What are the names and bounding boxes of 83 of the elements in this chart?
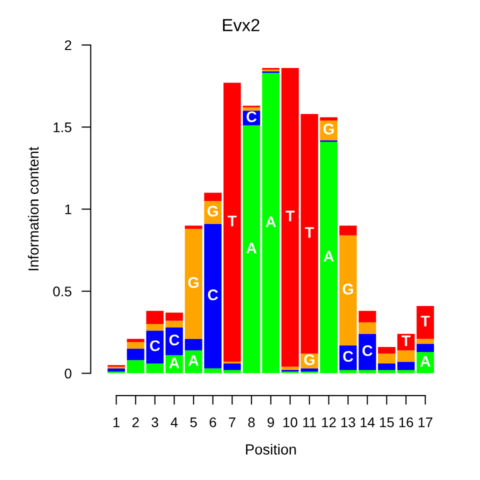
text: T xyxy=(286,210,295,222)
bar xyxy=(166,320,183,328)
bar xyxy=(320,142,338,374)
bar xyxy=(416,338,434,344)
bar xyxy=(204,192,222,201)
series-label: T xyxy=(402,336,410,346)
series-label: A xyxy=(169,358,180,368)
text: C xyxy=(343,350,354,362)
bar xyxy=(166,312,183,321)
chart-title: Evx2 xyxy=(223,18,260,32)
bar xyxy=(166,327,183,356)
bar xyxy=(223,82,241,362)
text: G xyxy=(323,124,334,134)
bar xyxy=(416,306,434,339)
x-tick-label: 17 xyxy=(418,418,432,428)
bar xyxy=(339,226,357,236)
bar xyxy=(204,368,222,374)
x-tick-label: 3 xyxy=(152,417,158,428)
bar xyxy=(339,235,357,346)
bar xyxy=(108,368,125,372)
x-tick-label: 6 xyxy=(210,417,216,428)
text: T xyxy=(228,216,237,226)
x-tick-label: 8 xyxy=(248,417,255,428)
text: A xyxy=(188,355,199,366)
text: C xyxy=(208,289,218,300)
bar xyxy=(204,224,222,368)
bar xyxy=(358,310,376,322)
bar xyxy=(378,347,396,354)
bar xyxy=(397,362,415,370)
bar xyxy=(358,370,376,374)
x-tick-label: 1 xyxy=(113,418,120,428)
text: G xyxy=(208,206,218,217)
bar xyxy=(358,322,376,334)
text: A xyxy=(266,216,276,228)
bar xyxy=(146,324,164,331)
series-label: C xyxy=(246,111,257,122)
x-axis-title: Position xyxy=(246,444,296,455)
text: C xyxy=(362,345,372,356)
x-tick-label: 9 xyxy=(268,417,274,428)
bar xyxy=(416,344,434,352)
x-tick-label: 16 xyxy=(399,417,414,428)
x-tick-label: 14 xyxy=(360,418,375,428)
bar xyxy=(378,354,396,364)
bar xyxy=(378,370,396,374)
bar xyxy=(223,370,241,374)
text: C xyxy=(169,334,180,346)
x-tick-label: 11 xyxy=(303,418,316,428)
text: A xyxy=(246,242,257,254)
y-tick-label: 1.5 xyxy=(54,122,72,132)
text: A xyxy=(420,356,430,367)
y-tick-label: 0 xyxy=(64,368,72,378)
series-label: G xyxy=(304,354,314,366)
y-tick-label: 0.5 xyxy=(53,286,72,296)
x-tick-label: 10 xyxy=(283,417,298,428)
bar xyxy=(378,363,396,370)
text: T xyxy=(304,227,314,238)
bar xyxy=(397,350,415,362)
x-tick-label: 13 xyxy=(341,417,356,428)
text: T xyxy=(420,316,430,326)
bar xyxy=(146,310,164,324)
y-tick-label: 1 xyxy=(65,204,72,214)
bar xyxy=(126,338,144,342)
bar xyxy=(184,226,202,229)
text: C xyxy=(150,340,160,352)
bar xyxy=(262,72,280,374)
x-tick-label: 7 xyxy=(229,418,236,428)
bar xyxy=(126,342,144,349)
bar xyxy=(242,125,260,374)
x-tick-label: 15 xyxy=(380,418,394,428)
text: G xyxy=(342,284,354,295)
bar xyxy=(320,117,338,121)
bar xyxy=(223,363,241,370)
bar xyxy=(358,334,376,370)
x-tick-label: 2 xyxy=(132,417,139,428)
text: G xyxy=(188,277,199,288)
y-tick-label: 2 xyxy=(64,40,72,50)
x-tick-label: 5 xyxy=(190,418,197,428)
bar xyxy=(184,338,202,350)
text: A xyxy=(324,251,334,262)
x-tick-label: 12 xyxy=(322,417,336,428)
bar xyxy=(184,228,202,339)
x-tick-label: 4 xyxy=(170,418,178,428)
y-axis-title: Information content xyxy=(28,146,39,270)
